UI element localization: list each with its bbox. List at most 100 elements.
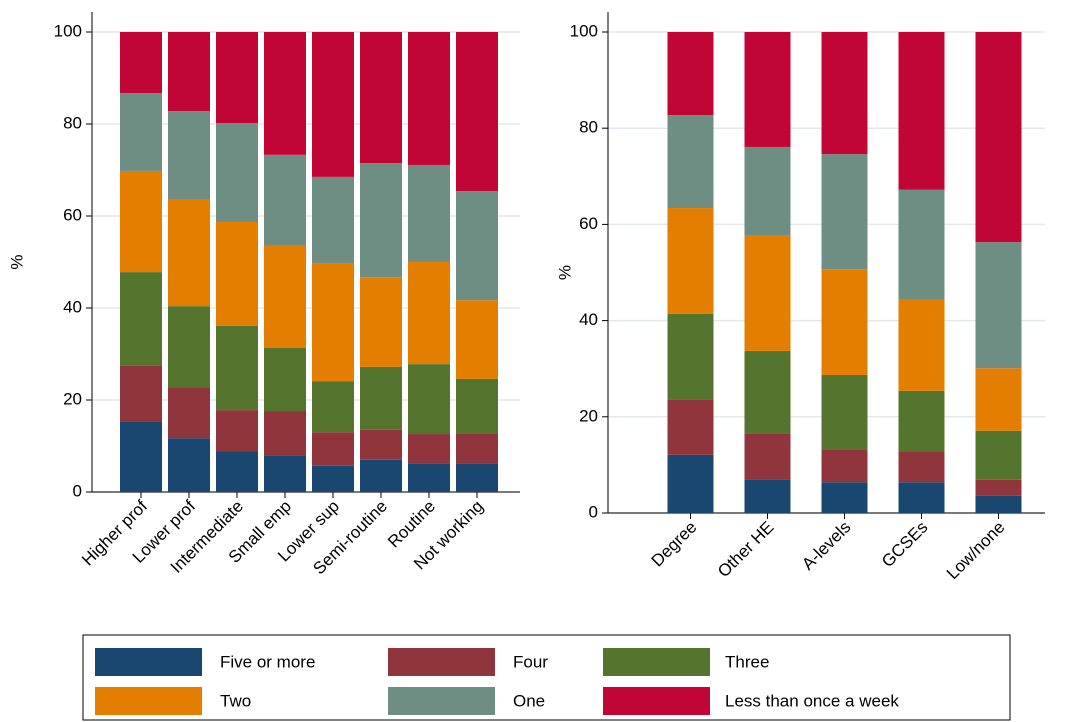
bar-segment: Three (216, 325, 258, 411)
y-axis-label: % (555, 265, 574, 280)
y-tick-label: 60 (579, 214, 598, 233)
bar-segment: Five or more (168, 438, 210, 492)
bar-segment: One (821, 154, 868, 270)
bar-segment: Five or more (821, 482, 868, 513)
bar-segment: Three (312, 381, 354, 433)
bar-segment: Four (898, 451, 945, 483)
bar-segment: One (360, 163, 402, 278)
bar-segment: One (168, 111, 210, 200)
legend-label: Less than once a week (725, 691, 899, 710)
legend-label: Four (513, 652, 548, 671)
bar-segment: Three (821, 374, 868, 450)
legend-swatch (95, 648, 202, 676)
y-tick-label: 0 (73, 481, 82, 500)
bar-segment: Three (408, 364, 450, 435)
legend-label: Five or more (220, 652, 315, 671)
y-axis-label: % (7, 254, 26, 269)
bar-segment: Four (667, 399, 714, 455)
x-tick-label: A-levels (798, 518, 854, 574)
legend-swatch (388, 648, 495, 676)
bar-segment: Less than once a week (216, 32, 258, 124)
bar-segment: Less than once a week (120, 32, 162, 94)
bar-segment: Three (898, 390, 945, 452)
y-tick-label: 100 (54, 21, 82, 40)
bar-segment: One (312, 176, 354, 264)
bar-segment: Three (456, 378, 498, 434)
legend-swatch (603, 687, 710, 715)
bar-segment: One (898, 189, 945, 300)
bar-segment: Less than once a week (744, 32, 791, 147)
bar-segment: Four (264, 411, 306, 456)
bar-segment: Four (975, 479, 1022, 496)
y-tick-label: 20 (579, 406, 598, 425)
legend-label: Three (725, 652, 769, 671)
legend-label: Two (220, 691, 251, 710)
bar-segment: Four (312, 432, 354, 466)
bar-segment: Less than once a week (975, 32, 1022, 243)
bar-segment: Five or more (456, 463, 498, 492)
bar-segment: Two (667, 208, 714, 314)
bar-segment: Two (168, 199, 210, 307)
bar-segment: Less than once a week (168, 32, 210, 112)
legend-swatch (603, 648, 710, 676)
legend-label: One (513, 691, 545, 710)
bar-segment: Two (898, 299, 945, 391)
x-tick-label: Degree (648, 518, 701, 571)
bar-segment: Three (975, 430, 1022, 480)
y-tick-label: 40 (579, 310, 598, 329)
bar-segment: Four (821, 449, 868, 483)
bar-segment: Two (216, 221, 258, 326)
bar-segment: Two (264, 245, 306, 349)
bar-segment: One (667, 115, 714, 209)
bar-segment: Four (408, 434, 450, 464)
bar-segment: Two (821, 269, 868, 375)
bar-segment: Two (312, 263, 354, 382)
legend-box (82, 634, 1011, 721)
bar-segment: Less than once a week (264, 32, 306, 155)
bar-segment: Five or more (667, 454, 714, 513)
y-tick-label: 60 (63, 205, 82, 224)
x-tick-label: Low/none (943, 518, 1009, 584)
x-tick-label: GCSEs (878, 518, 932, 572)
bar-segment: One (744, 146, 791, 235)
bar-segment: Four (360, 429, 402, 460)
bar-segment: Five or more (744, 479, 791, 513)
bar-segment: Four (168, 387, 210, 439)
bar-segment: Less than once a week (456, 32, 498, 192)
bar-segment: Five or more (216, 451, 258, 492)
bar-segment: Less than once a week (360, 32, 402, 164)
bar-segment: One (408, 164, 450, 262)
bar-segment: Five or more (120, 421, 162, 492)
y-tick-label: 20 (63, 389, 82, 408)
bar-segment: Three (168, 306, 210, 388)
y-tick-label: 80 (63, 113, 82, 132)
bar-segment: Five or more (264, 455, 306, 492)
bar-segment: Five or more (975, 495, 1022, 513)
y-tick-label: 100 (570, 21, 598, 40)
bar-segment: Less than once a week (821, 32, 868, 155)
x-tick-label: Other HE (714, 518, 778, 582)
bar-segment: Five or more (898, 482, 945, 513)
bar-segment: Less than once a week (667, 32, 714, 116)
bar-segment: Five or more (312, 465, 354, 492)
bar-segment: Less than once a week (898, 32, 945, 190)
bar-segment: One (456, 191, 498, 301)
y-tick-label: 40 (63, 297, 82, 316)
bar-segment: Three (667, 313, 714, 400)
bar-segment: Less than once a week (408, 32, 450, 165)
y-tick-label: 0 (589, 502, 598, 521)
bar-segment: Two (408, 262, 450, 365)
bar-segment: Four (120, 365, 162, 422)
bar-segment: One (975, 242, 1022, 369)
bar-segment: Four (456, 433, 498, 464)
bar-segment: Two (456, 300, 498, 379)
bar-segment: One (120, 93, 162, 171)
bar-segment: Five or more (408, 463, 450, 492)
bar-segment: Two (120, 170, 162, 273)
legend-swatch (388, 687, 495, 715)
bar-segment: Three (264, 348, 306, 412)
bar-segment: Two (360, 277, 402, 367)
bar-segment: Five or more (360, 459, 402, 492)
bar-segment: Four (216, 410, 258, 452)
